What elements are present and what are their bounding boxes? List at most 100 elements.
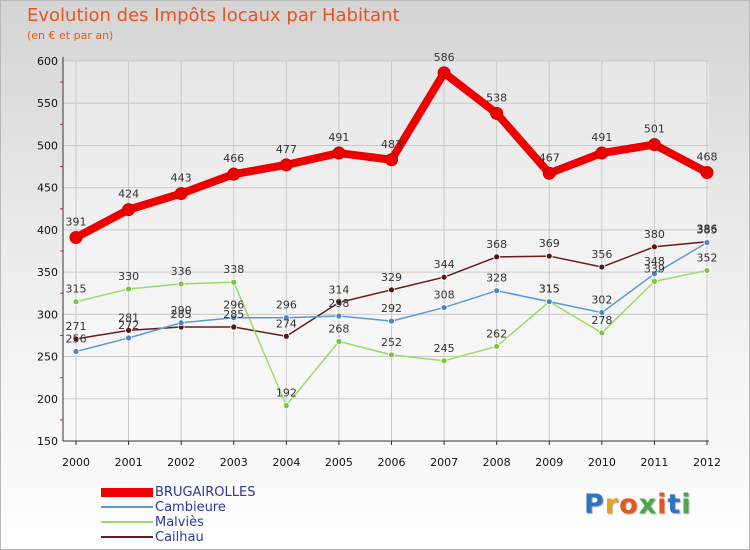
data-label-brugairolles: 467 bbox=[539, 151, 560, 164]
legend-label: Malviès bbox=[155, 515, 204, 530]
data-label-cailhau: 386 bbox=[697, 223, 718, 236]
data-point-brugairolles bbox=[542, 166, 556, 180]
data-point-cambieure bbox=[282, 314, 290, 322]
data-label-brugairolles: 424 bbox=[118, 188, 139, 201]
data-point-malvi-s bbox=[598, 329, 606, 337]
data-label-cailhau: 285 bbox=[171, 308, 192, 321]
data-point-brugairolles bbox=[595, 146, 609, 160]
legend-label: Cambieure bbox=[155, 500, 226, 515]
data-point-brugairolles bbox=[490, 106, 504, 120]
data-label-cailhau: 344 bbox=[434, 258, 455, 271]
data-label-cailhau: 380 bbox=[644, 228, 665, 241]
x-tick-label: 2011 bbox=[640, 456, 668, 469]
data-label-brugairolles: 483 bbox=[381, 138, 402, 151]
legend-label: BRUGAIROLLES bbox=[155, 485, 256, 500]
data-point-cailhau bbox=[230, 323, 238, 331]
chart-subtitle: (en € et par an) bbox=[27, 29, 114, 42]
data-point-brugairolles bbox=[437, 66, 451, 80]
data-label-cambieure: 328 bbox=[486, 272, 507, 285]
data-label-cambieure: 292 bbox=[381, 302, 402, 315]
data-point-malvi-s bbox=[651, 277, 658, 285]
data-label-cailhau: 281 bbox=[118, 311, 139, 324]
data-label-cailhau: 369 bbox=[539, 237, 560, 250]
data-point-cambieure bbox=[703, 239, 711, 246]
data-point-cailhau bbox=[545, 252, 553, 260]
x-tick-label: 2005 bbox=[325, 456, 353, 469]
y-tick-label: 150 bbox=[37, 435, 58, 448]
data-label-malvi-s: 262 bbox=[486, 327, 507, 340]
data-point-cailhau bbox=[651, 243, 658, 251]
legend-swatch bbox=[101, 521, 153, 523]
x-tick-label: 2010 bbox=[588, 456, 616, 469]
data-point-brugairolles bbox=[69, 230, 83, 244]
data-label-brugairolles: 443 bbox=[171, 172, 192, 185]
data-label-cailhau: 368 bbox=[486, 238, 507, 251]
data-label-brugairolles: 391 bbox=[66, 215, 87, 228]
legend-swatch bbox=[101, 506, 153, 508]
data-point-malvi-s bbox=[703, 267, 711, 274]
data-label-malvi-s: 245 bbox=[434, 342, 455, 355]
data-label-cambieure: 296 bbox=[223, 299, 244, 312]
data-label-malvi-s: 315 bbox=[66, 283, 87, 296]
data-label-brugairolles: 501 bbox=[644, 123, 665, 136]
data-label-cailhau: 274 bbox=[276, 317, 297, 330]
y-tick-label: 450 bbox=[37, 182, 58, 195]
data-point-brugairolles bbox=[122, 203, 136, 217]
data-label-malvi-s: 278 bbox=[591, 314, 612, 327]
data-point-cailhau bbox=[598, 263, 606, 271]
data-point-brugairolles bbox=[385, 153, 398, 167]
data-label-malvi-s: 315 bbox=[539, 283, 560, 296]
data-point-cailhau bbox=[125, 326, 132, 334]
legend-swatch bbox=[101, 536, 153, 538]
x-tick-label: 2009 bbox=[535, 456, 563, 469]
x-tick-label: 2007 bbox=[430, 456, 458, 469]
data-label-cailhau: 356 bbox=[591, 248, 612, 261]
data-point-malvi-s bbox=[493, 343, 501, 350]
data-point-malvi-s bbox=[230, 278, 238, 286]
y-tick-label: 600 bbox=[37, 55, 58, 68]
data-label-cambieure: 308 bbox=[434, 289, 455, 302]
data-point-brugairolles bbox=[227, 167, 241, 181]
data-point-malvi-s bbox=[388, 351, 395, 359]
y-tick-label: 550 bbox=[37, 97, 58, 110]
data-point-malvi-s bbox=[72, 298, 80, 306]
data-label-cailhau: 271 bbox=[66, 320, 87, 333]
chart-title: Evolution des Impôts locaux par Habitant bbox=[27, 5, 400, 26]
data-point-cambieure bbox=[598, 309, 606, 317]
data-label-cailhau: 329 bbox=[381, 271, 402, 284]
data-point-brugairolles bbox=[279, 158, 293, 172]
data-point-brugairolles bbox=[332, 146, 346, 160]
data-label-malvi-s: 268 bbox=[328, 322, 349, 335]
data-label-malvi-s: 192 bbox=[276, 387, 297, 400]
data-label-cambieure: 256 bbox=[66, 332, 87, 345]
data-label-cambieure: 348 bbox=[644, 255, 665, 268]
data-point-cambieure bbox=[493, 287, 501, 295]
data-label-brugairolles: 477 bbox=[276, 143, 297, 156]
data-label-brugairolles: 468 bbox=[697, 150, 718, 163]
data-label-brugairolles: 491 bbox=[591, 131, 612, 144]
data-point-cambieure bbox=[545, 298, 553, 306]
data-point-cambieure bbox=[440, 304, 448, 311]
data-point-malvi-s bbox=[177, 280, 185, 288]
data-label-cambieure: 385 bbox=[697, 224, 718, 237]
data-label-malvi-s: 352 bbox=[697, 251, 718, 264]
data-point-brugairolles bbox=[174, 187, 188, 201]
x-tick-label: 2008 bbox=[483, 456, 511, 469]
data-label-malvi-s: 330 bbox=[118, 270, 139, 283]
data-point-cambieure bbox=[72, 348, 80, 355]
data-point-cambieure bbox=[230, 314, 238, 322]
data-point-cailhau bbox=[493, 253, 501, 261]
data-label-cailhau: 285 bbox=[223, 308, 244, 321]
x-tick-label: 2003 bbox=[220, 456, 248, 469]
data-label-malvi-s: 339 bbox=[644, 262, 665, 275]
data-label-cailhau: 314 bbox=[328, 284, 349, 297]
data-point-malvi-s bbox=[335, 337, 343, 345]
data-point-cailhau bbox=[335, 299, 343, 306]
y-tick-label: 400 bbox=[37, 224, 58, 237]
data-point-cambieure bbox=[335, 312, 343, 320]
y-tick-label: 500 bbox=[37, 139, 58, 152]
y-tick-label: 250 bbox=[37, 351, 58, 364]
y-tick-label: 350 bbox=[37, 266, 58, 279]
data-point-cailhau bbox=[388, 286, 395, 294]
data-label-cambieure: 290 bbox=[171, 304, 192, 317]
